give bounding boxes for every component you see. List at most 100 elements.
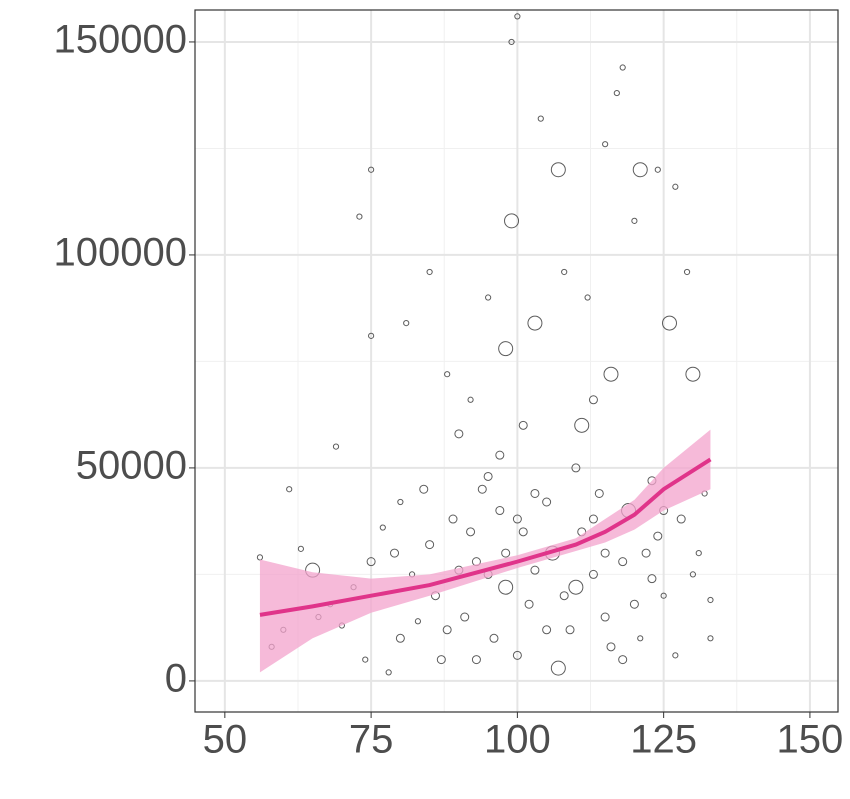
point: [512, 650, 522, 660]
point: [530, 565, 540, 575]
point: [362, 656, 369, 663]
point: [637, 635, 644, 642]
point: [368, 166, 375, 173]
point: [495, 450, 505, 460]
point: [379, 524, 386, 531]
point: [368, 332, 375, 339]
point: [297, 545, 304, 552]
point: [537, 115, 544, 122]
point: [676, 514, 686, 524]
point: [594, 488, 604, 498]
point: [498, 579, 514, 595]
point: [419, 484, 429, 494]
point: [485, 294, 492, 301]
y-tick-label: 0: [165, 656, 187, 700]
point: [527, 315, 543, 331]
point: [466, 527, 476, 537]
point: [477, 484, 487, 494]
confidence-band: [259, 429, 711, 673]
point: [632, 162, 648, 178]
point: [542, 625, 552, 635]
point: [588, 395, 598, 405]
point: [603, 366, 619, 382]
point: [483, 471, 493, 481]
point: [385, 669, 392, 676]
x-tick-label: 100: [484, 718, 551, 762]
plot-border: [194, 9, 839, 713]
point: [606, 642, 616, 652]
point: [618, 655, 628, 665]
point: [508, 38, 515, 46]
point: [654, 166, 661, 173]
point: [565, 625, 575, 635]
x-tick-label: 125: [630, 718, 697, 762]
point: [460, 612, 470, 622]
point: [498, 341, 514, 357]
point: [448, 514, 458, 524]
point: [366, 557, 376, 567]
point: [647, 574, 657, 584]
point: [495, 506, 505, 516]
point: [530, 488, 540, 498]
point: [561, 268, 568, 276]
point: [613, 89, 620, 97]
point: [653, 531, 663, 541]
point: [707, 635, 714, 642]
point: [559, 591, 569, 601]
point: [356, 213, 363, 220]
point: [629, 599, 639, 609]
point: [454, 429, 464, 439]
point: [588, 569, 598, 579]
point: [685, 366, 701, 382]
point: [471, 655, 481, 665]
point: [442, 625, 452, 635]
point: [444, 371, 451, 378]
point: [618, 557, 628, 567]
point: [550, 660, 566, 676]
point: [550, 162, 566, 178]
point: [524, 599, 534, 609]
point: [426, 268, 433, 276]
point: [414, 618, 422, 625]
point: [501, 548, 511, 558]
point: [672, 652, 679, 659]
y-tick-label: 100000: [54, 230, 187, 274]
point: [286, 486, 293, 493]
point: [619, 64, 626, 71]
point: [395, 633, 405, 643]
point: [600, 612, 610, 622]
point: [695, 550, 702, 557]
point: [641, 548, 651, 558]
point: [512, 514, 522, 524]
point: [518, 527, 528, 537]
x-tick-label: 150: [777, 718, 844, 762]
point: [602, 141, 609, 148]
smooth-line: [259, 457, 712, 617]
x-tick-label: 50: [203, 718, 248, 762]
y-tick-label: 150000: [54, 18, 187, 62]
point: [568, 579, 584, 595]
point: [661, 315, 677, 331]
point: [489, 633, 499, 643]
point: [588, 514, 598, 524]
point: [425, 540, 435, 550]
point: [390, 548, 400, 558]
point: [332, 443, 340, 450]
point: [436, 655, 446, 665]
point: [571, 463, 581, 473]
point: [467, 396, 474, 403]
point: [397, 498, 404, 506]
y-tick-label: 50000: [76, 443, 187, 487]
point: [574, 417, 590, 433]
point: [672, 183, 679, 190]
x-tick-label: 75: [349, 718, 394, 762]
point: [514, 13, 521, 20]
point: [689, 571, 697, 578]
point: [631, 217, 638, 224]
point: [660, 592, 667, 599]
point: [683, 268, 691, 276]
point: [584, 294, 591, 301]
point: [403, 319, 410, 327]
point: [707, 596, 714, 604]
